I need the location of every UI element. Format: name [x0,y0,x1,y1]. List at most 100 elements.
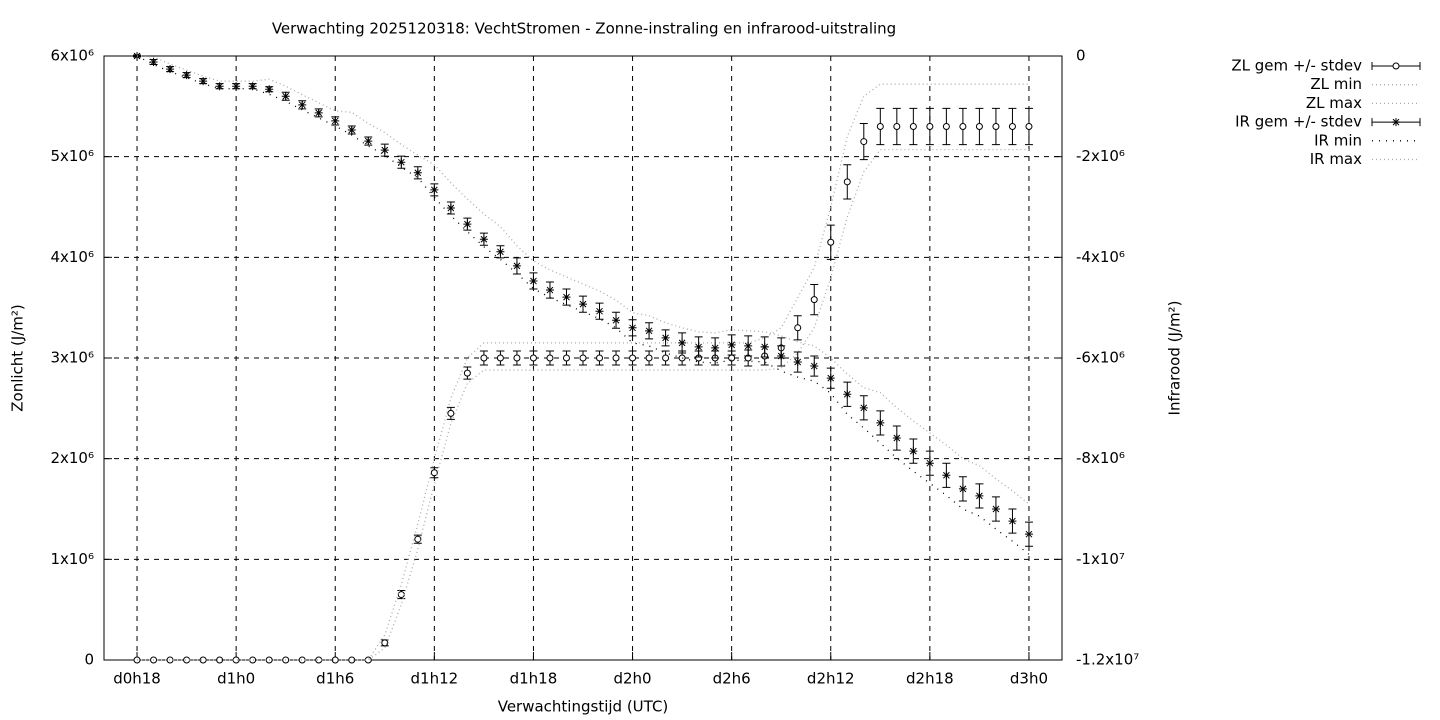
point [232,656,240,664]
point [248,82,257,91]
point [331,116,340,125]
point [199,656,207,664]
point [1025,122,1033,130]
y-tick-label: 0 [84,651,94,669]
point [149,58,158,67]
point [744,341,753,350]
point [909,447,918,456]
point [364,137,373,146]
point [562,354,570,362]
point [794,324,802,332]
point [298,656,306,664]
line [137,148,1029,661]
point [662,354,670,362]
line [136,55,1030,505]
point [1008,517,1017,526]
point [513,354,521,362]
point [265,85,274,94]
point [364,656,372,664]
point [612,354,620,362]
point [380,146,389,155]
point [249,656,257,664]
x-tick-label: d1h12 [411,670,459,688]
line [137,83,1029,661]
point [562,293,571,302]
point [892,434,901,443]
legend-label: IR min [1314,131,1362,149]
point [975,122,983,130]
point [496,247,505,256]
point [1392,62,1400,70]
point [942,122,950,130]
point [479,235,488,244]
point [678,338,687,347]
point [727,340,736,349]
point [678,354,686,362]
point [512,261,521,270]
point [348,656,356,664]
point [859,403,868,412]
point [529,276,538,285]
y2-tick-label: -1.2x10⁷ [1076,651,1139,669]
y2-tick-label: -2x10⁶ [1076,147,1125,165]
point [909,122,917,130]
y-tick-label: 3x10⁶ [50,349,94,367]
point [298,100,307,109]
point [711,343,720,352]
point [843,390,852,399]
point [942,471,951,480]
point [827,238,835,246]
point [314,108,323,117]
point [133,52,142,60]
y2-tick-label: -4x10⁶ [1076,248,1125,266]
point [529,354,537,362]
point [612,316,621,325]
point [546,354,554,362]
point [430,469,438,477]
x-tick-label: d2h0 [613,670,651,688]
x-tick-label: d1h18 [510,670,558,688]
point [331,656,339,664]
point [215,82,224,91]
point [777,351,786,360]
point [793,358,802,367]
chart-title: Verwachting 2025120318: VechtStromen - Z… [272,20,896,38]
point [447,409,455,417]
x-tick-label: d1h6 [316,670,354,688]
point [595,307,604,316]
point [991,505,1000,513]
point [645,354,653,362]
legend-label: IR max [1310,150,1362,168]
point [843,178,851,186]
x-tick-label: d3h0 [1010,670,1048,688]
point [959,122,967,130]
point [629,354,637,362]
x-tick-label: d2h6 [713,670,751,688]
point [315,656,323,664]
point [810,296,818,304]
point [893,122,901,130]
point [413,168,422,177]
point [463,220,472,229]
legend-label: ZL min [1310,75,1362,93]
x-tick-label: d0h18 [113,670,161,688]
point [1392,118,1400,127]
point [232,82,241,91]
point [216,656,224,664]
legend-label: ZL gem +/- stdev [1231,57,1362,75]
y-tick-label: 6x10⁶ [50,47,94,65]
y-tick-label: 2x10⁶ [50,449,94,467]
point [860,138,868,146]
x-axis-label: Verwachtingstijd (UTC) [498,698,669,716]
point [628,323,637,332]
y2-tick-label: 0 [1076,47,1086,65]
y2-axis-label: Infrarood (J/m²) [1166,301,1184,416]
point [545,286,554,295]
point [166,656,174,664]
point [446,204,455,213]
point [199,77,208,86]
point [579,354,587,362]
y2-tick-label: -6x10⁶ [1076,349,1125,367]
point [975,491,984,500]
